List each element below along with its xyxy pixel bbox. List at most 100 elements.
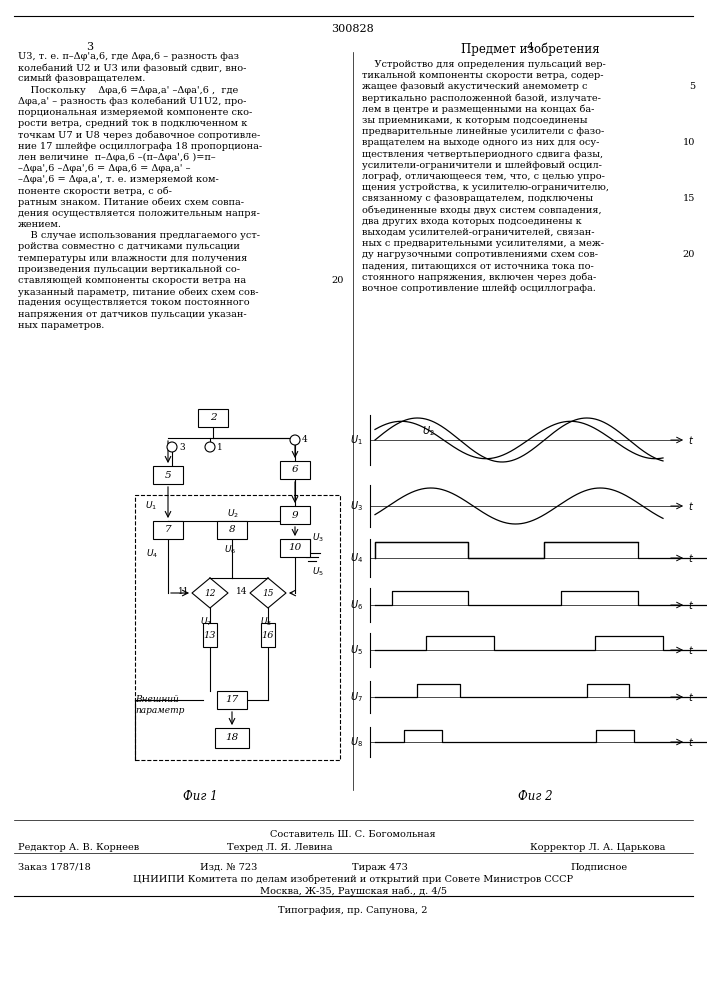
Text: $U_8$: $U_8$ [350, 735, 363, 749]
Text: $t$: $t$ [688, 599, 694, 611]
Text: Устройство для определения пульсаций вер-: Устройство для определения пульсаций вер… [362, 60, 606, 69]
Text: $U_6$: $U_6$ [350, 598, 363, 612]
Text: 15: 15 [262, 588, 274, 597]
Text: вращателем на выходе одного из них для осу-: вращателем на выходе одного из них для о… [362, 138, 600, 147]
Text: зы приемниками, к которым подсоединены: зы приемниками, к которым подсоединены [362, 116, 588, 125]
Bar [280, 539, 310, 557]
Text: 4: 4 [527, 42, 534, 52]
Text: 1: 1 [217, 442, 223, 452]
Text: лем в центре и размещенными на концах ба-: лем в центре и размещенными на концах ба… [362, 105, 595, 114]
Text: Фиг 2: Фиг 2 [518, 790, 552, 803]
Text: щения устройства, к усилителю-ограничителю,: щения устройства, к усилителю-ограничите… [362, 183, 609, 192]
Text: вертикально расположенной базой, излучате-: вертикально расположенной базой, излучат… [362, 94, 601, 103]
Text: $U_2$: $U_2$ [422, 425, 435, 438]
Text: падения, питающихся от источника тока по-: падения, питающихся от источника тока по… [362, 262, 594, 271]
Text: 20: 20 [332, 276, 344, 285]
Text: симый фазовращателем.: симый фазовращателем. [18, 74, 146, 83]
Text: два других входа которых подсоединены к: два других входа которых подсоединены к [362, 217, 582, 226]
Text: $t$: $t$ [688, 552, 694, 564]
Bar [215, 728, 249, 748]
Bar [135, 495, 340, 760]
Text: 4: 4 [302, 436, 308, 444]
Text: –Δφа',6 –Δφа',6 = Δφа,6 = Δφа,а' –: –Δφа',6 –Δφа',6 = Δφа,6 = Δφа,а' – [18, 164, 190, 173]
Text: Изд. № 723: Изд. № 723 [200, 863, 257, 872]
Text: ратным знаком. Питание обеих схем совпа-: ратным знаком. Питание обеих схем совпа- [18, 198, 244, 207]
Text: Внешний: Внешний [135, 695, 179, 704]
Text: предварительные линейные усилители с фазо-: предварительные линейные усилители с фаз… [362, 127, 604, 136]
Text: указанный параметр, питание обеих схем сов-: указанный параметр, питание обеих схем с… [18, 287, 259, 297]
Text: Москва, Ж-35, Раушская наб., д. 4/5: Москва, Ж-35, Раушская наб., д. 4/5 [259, 886, 447, 896]
Text: $t$: $t$ [688, 691, 694, 703]
Text: рости ветра, средний ток в подключенном к: рости ветра, средний ток в подключенном … [18, 119, 247, 128]
Text: 8: 8 [228, 526, 235, 534]
Bar [153, 521, 183, 539]
Text: Заказ 1787/18: Заказ 1787/18 [18, 863, 90, 872]
Text: вочное сопротивление шлейф осциллографа.: вочное сопротивление шлейф осциллографа. [362, 284, 596, 293]
Text: параметр: параметр [135, 706, 185, 715]
Text: $U_5$: $U_5$ [350, 643, 363, 657]
Text: точкам U7 и U8 через добавочное сопротивле-: точкам U7 и U8 через добавочное сопротив… [18, 130, 260, 140]
Text: лограф, отличающееся тем, что, с целью упро-: лограф, отличающееся тем, что, с целью у… [362, 172, 605, 181]
Text: ду нагрузочными сопротивлениями схем сов-: ду нагрузочными сопротивлениями схем сов… [362, 250, 598, 259]
Text: ЦНИИПИ Комитета по делам изобретений и открытий при Совете Министров СССР: ЦНИИПИ Комитета по делам изобретений и о… [133, 875, 573, 884]
Text: 6: 6 [292, 466, 298, 475]
Text: 12: 12 [204, 588, 216, 597]
Text: усилители-ограничители и шлейфовый осцил-: усилители-ограничители и шлейфовый осцил… [362, 161, 602, 170]
Text: $U_7$: $U_7$ [350, 690, 363, 704]
Text: U3, т. е. π–Δφ'а,6, где Δφа,6 – разность фаз: U3, т. е. π–Δφ'а,6, где Δφа,6 – разность… [18, 52, 239, 61]
Text: $U_4$: $U_4$ [146, 548, 158, 560]
Text: $U_6$: $U_6$ [224, 544, 236, 556]
Bar [203, 623, 217, 647]
Text: $U_4$: $U_4$ [350, 551, 363, 565]
Text: $U_1$: $U_1$ [145, 500, 157, 512]
Circle shape [290, 435, 300, 445]
Bar [153, 466, 183, 484]
Text: жением.: жением. [18, 220, 62, 229]
Text: $U_1$: $U_1$ [350, 433, 363, 447]
Text: поненте скорости ветра, с об-: поненте скорости ветра, с об- [18, 186, 172, 196]
Text: ных параметров.: ных параметров. [18, 321, 105, 330]
Text: порциональная измеряемой компоненте ско-: порциональная измеряемой компоненте ско- [18, 108, 252, 117]
Text: 10: 10 [683, 138, 695, 147]
Text: 18: 18 [226, 734, 239, 742]
Text: 13: 13 [204, 631, 216, 640]
Text: 10: 10 [288, 544, 302, 552]
Text: Поскольку    Δφа,6 =Δφа,а' –Δφа',6 ,  где: Поскольку Δφа,6 =Δφа,а' –Δφа',6 , где [18, 86, 238, 95]
Text: $U_5$: $U_5$ [312, 566, 324, 578]
Bar [261, 623, 275, 647]
Text: Предмет изобретения: Предмет изобретения [461, 42, 600, 55]
Text: $U_2$: $U_2$ [227, 508, 239, 520]
Text: ных с предварительными усилителями, а меж-: ных с предварительными усилителями, а ме… [362, 239, 604, 248]
Text: 5: 5 [165, 471, 171, 480]
Text: 3: 3 [179, 442, 185, 452]
Text: 5: 5 [689, 82, 695, 91]
Text: –Δφа',6 = Δφа,а', т. е. измеряемой ком-: –Δφа',6 = Δφа,а', т. е. измеряемой ком- [18, 175, 218, 184]
Bar [217, 521, 247, 539]
Text: Типография, пр. Сапунова, 2: Типография, пр. Сапунова, 2 [279, 906, 428, 915]
Text: $U_3$: $U_3$ [350, 499, 363, 513]
Text: В случае использования предлагаемого уст-: В случае использования предлагаемого уст… [18, 231, 260, 240]
Text: произведения пульсации вертикальной со-: произведения пульсации вертикальной со- [18, 265, 240, 274]
Text: связанному с фазовращателем, подключены: связанному с фазовращателем, подключены [362, 194, 593, 203]
Text: 15: 15 [683, 194, 695, 203]
Text: Δφа,а' – разность фаз колебаний U1U2, про-: Δφа,а' – разность фаз колебаний U1U2, пр… [18, 97, 246, 106]
Text: 14: 14 [236, 587, 247, 596]
Text: ние 17 шлейфе осциллографа 18 пропорциона-: ние 17 шлейфе осциллографа 18 пропорцион… [18, 142, 262, 151]
Text: дения осуществляется положительным напря-: дения осуществляется положительным напря… [18, 209, 260, 218]
Bar [198, 409, 228, 427]
Text: Фиг 1: Фиг 1 [182, 790, 217, 803]
Text: лен величине  π–Δφа,6 –(π–Δφа',6 )=π–: лен величине π–Δφа,6 –(π–Δφа',6 )=π– [18, 153, 216, 162]
Text: колебаний U2 и U3 или фазовый сдвиг, вно-: колебаний U2 и U3 или фазовый сдвиг, вно… [18, 63, 246, 73]
Text: 3: 3 [86, 42, 93, 52]
Text: напряжения от датчиков пульсации указан-: напряжения от датчиков пульсации указан- [18, 310, 247, 319]
Bar [280, 461, 310, 479]
Text: $U_3$: $U_3$ [312, 531, 324, 544]
Text: ществления четвертьпериодного сдвига фазы,: ществления четвертьпериодного сдвига фаз… [362, 150, 603, 159]
Text: Корректор Л. А. Царькова: Корректор Л. А. Царькова [530, 843, 665, 852]
Text: 17: 17 [226, 696, 239, 704]
Text: $t$: $t$ [688, 736, 694, 748]
Text: 11: 11 [178, 587, 189, 596]
Text: тикальной компоненты скорости ветра, содер-: тикальной компоненты скорости ветра, сод… [362, 71, 604, 80]
Text: температуры или влажности для получения: температуры или влажности для получения [18, 254, 247, 263]
Circle shape [167, 442, 177, 452]
